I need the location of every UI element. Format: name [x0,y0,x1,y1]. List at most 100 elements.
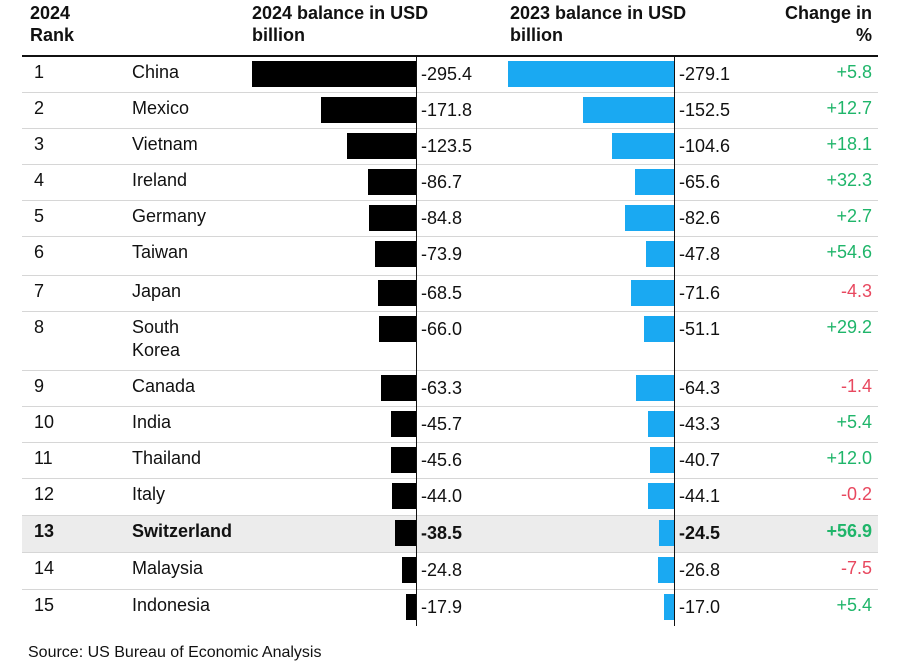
rank-cell: 10 [34,412,55,432]
row-divider [22,442,878,443]
country-cell: Germany [132,206,207,226]
country-cell: India [132,412,172,432]
balance-2024-header-line2: billion [252,25,305,45]
value-label-2024: -66.0 [421,319,463,339]
country-cell: Taiwan [132,242,189,262]
rank-cell: 8 [34,317,45,337]
country-cell: China [132,62,180,82]
bar-2024 [379,316,416,342]
bar-2024 [320,97,416,123]
bar-2023 [631,280,674,306]
country-cell: Ireland [132,170,188,190]
bar-2024 [374,241,416,267]
value-label-2024: -38.5 [421,523,463,543]
rank-cell: 11 [34,448,53,468]
table-row: 6 Taiwan [22,236,878,275]
table-row: 7 Japan [22,275,878,311]
value-label-2023: -104.6 [679,136,731,156]
country-cell: Vietnam [132,134,198,154]
header-rule [22,55,878,57]
change-cell: +12.0 [826,448,872,468]
value-label-2023: -40.7 [679,450,721,470]
table-row: 15 Indonesia [22,589,878,625]
bar-2023 [649,447,674,473]
change-cell: +54.6 [826,242,872,262]
bar-2024 [368,205,416,231]
change-header-line1: Change in [784,3,872,23]
bar-2024 [402,557,416,583]
value-label-2024: -68.5 [421,283,463,303]
change-header: Change in % [785,2,872,46]
rank-cell: 9 [34,376,45,396]
axis-2023 [674,56,675,626]
value-label-2023: -44.1 [679,486,721,506]
row-divider [22,406,878,407]
value-label-2023: -24.5 [679,523,721,543]
value-label-2024: -45.7 [421,414,463,434]
change-cell: -0.2 [840,484,872,504]
value-label-2024: -86.7 [421,172,463,192]
rank-header-line2: Rank [30,25,75,45]
value-label-2024: -84.8 [421,208,463,228]
value-label-2023: -64.3 [679,378,721,398]
value-label-2023: -47.8 [679,244,721,264]
country-cell: Canada [132,376,196,396]
value-label-2023: -17.0 [679,597,721,617]
bar-2023 [583,97,674,123]
table-row-highlighted: 13 Switzerland [22,515,878,552]
table-row: 4 Ireland [22,164,878,200]
bar-2023 [658,557,674,583]
change-cell: +5.4 [836,412,872,432]
row-divider [22,515,878,516]
country-cell: South Korea [132,317,181,360]
rank-cell: 14 [34,558,55,578]
bar-2023 [624,205,674,231]
change-cell: +56.9 [826,521,872,541]
rank-header: 2024 Rank [30,2,74,46]
rank-cell: 6 [34,242,45,262]
bar-2024 [367,169,416,195]
bar-2024 [406,594,416,620]
bar-2023 [645,241,674,267]
change-cell: +18.1 [826,134,872,154]
source-note: Source: US Bureau of Economic Analysis [28,644,322,661]
change-cell: +12.7 [826,98,872,118]
balance-2023-header: 2023 balance in USD billion [510,2,686,46]
value-label-2023: -65.6 [679,172,721,192]
balance-2024-header-line1: 2024 balance in USD [252,3,429,23]
change-cell: +5.8 [836,62,872,82]
table-row: 10 India [22,406,878,442]
bar-2024 [380,375,416,401]
table-row: 14 Malaysia [22,552,878,589]
change-cell: -4.3 [840,281,872,301]
rank-cell: 2 [34,98,45,118]
balance-2023-header-line2: billion [510,25,563,45]
country-cell: Switzerland [132,521,233,541]
table-row: 8 South Korea [22,311,878,370]
balance-2024-header: 2024 balance in USD billion [252,2,428,46]
bar-2023 [508,61,674,87]
bar-2024 [252,61,416,87]
rank-cell: 1 [34,62,45,82]
value-label-2023: -152.5 [679,100,731,120]
country-cell: Indonesia [132,595,211,615]
value-label-2024: -295.4 [421,64,473,84]
value-label-2023: -71.6 [679,283,721,303]
value-label-2023: -43.3 [679,414,721,434]
country-cell: Italy [132,484,166,504]
rank-cell: 15 [34,595,55,615]
rank-header-line1: 2024 [30,3,71,23]
table-row: 9 Canada [22,370,878,406]
change-cell: +32.3 [826,170,872,190]
rank-cell: 3 [34,134,45,154]
bar-2023 [659,520,674,546]
row-divider [22,200,878,201]
change-cell: -1.4 [840,376,872,396]
value-label-2023: -51.1 [679,319,721,339]
row-divider [22,589,878,590]
value-label-2024: -123.5 [421,136,473,156]
rank-cell: 4 [34,170,45,190]
bar-2024 [377,280,416,306]
table-row: 11 Thailand [22,442,878,478]
